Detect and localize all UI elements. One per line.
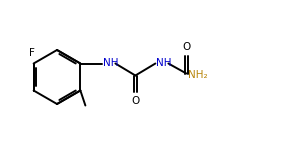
- Text: F: F: [29, 47, 35, 58]
- Text: NH₂: NH₂: [188, 69, 208, 80]
- Text: O: O: [182, 42, 191, 51]
- Text: O: O: [131, 95, 139, 106]
- Text: NH: NH: [103, 58, 119, 67]
- Text: NH: NH: [156, 58, 172, 67]
